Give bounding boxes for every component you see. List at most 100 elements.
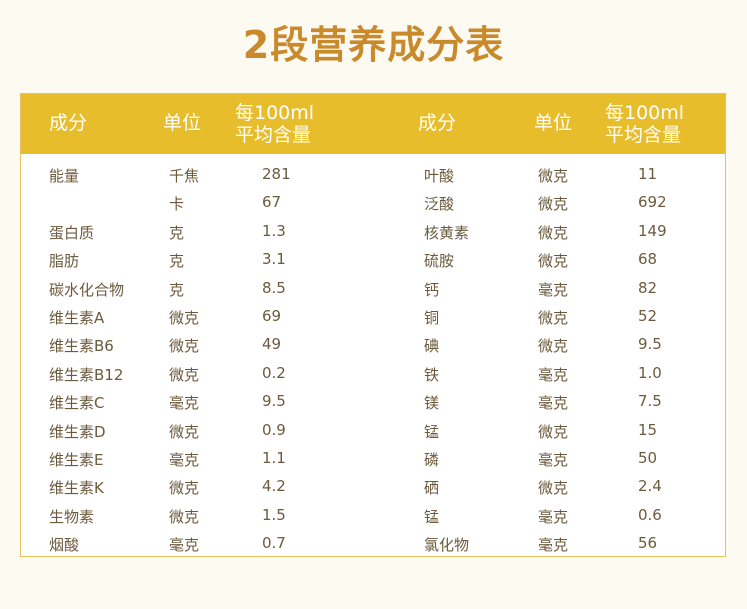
right-value: 7.5 — [638, 392, 662, 411]
right-name: 锰 — [424, 422, 440, 441]
header-ingredient-left: 成分 — [49, 112, 88, 134]
right-name: 磷 — [424, 450, 440, 469]
left-unit: 千焦 — [169, 167, 200, 185]
left-name: 维生素E — [49, 450, 104, 469]
left-value: 281 — [262, 165, 291, 183]
right-unit: 毫克 — [538, 394, 569, 413]
header-amount-right-line1: 每100ml — [605, 102, 685, 124]
left-name: 脂肪 — [49, 252, 80, 271]
right-name: 硫胺 — [424, 252, 455, 271]
header-unit-right: 单位 — [534, 112, 573, 134]
table-row: 维生素B12 微克 0.2 铁 毫克 1.0 — [21, 361, 725, 389]
table-row: 维生素C 毫克 9.5 镁 毫克 7.5 — [21, 389, 725, 417]
right-value: 692 — [638, 193, 667, 212]
bottom-decoration — [0, 596, 747, 609]
right-unit: 毫克 — [538, 365, 569, 384]
table-row: 维生素K 微克 4.2 硒 微克 2.4 — [21, 474, 725, 502]
left-name: 能量 — [49, 167, 80, 185]
right-unit: 微克 — [538, 167, 569, 185]
nutrition-table: 成分 单位 每100ml 平均含量 成分 单位 每100ml 平均含量 能量 千… — [20, 93, 726, 557]
right-unit: 微克 — [538, 195, 569, 214]
right-value: 82 — [638, 278, 658, 297]
left-unit: 克 — [169, 280, 185, 299]
right-name: 锰 — [424, 507, 440, 526]
left-unit: 克 — [169, 223, 185, 242]
table-row: 生物素 微克 1.5 锰 毫克 0.6 — [21, 503, 725, 531]
left-value: 1.1 — [262, 448, 286, 467]
right-value: 15 — [638, 420, 658, 439]
right-name: 碘 — [424, 337, 440, 356]
left-name: 维生素D — [49, 422, 106, 441]
left-unit: 克 — [169, 252, 185, 271]
left-name: 蛋白质 — [49, 223, 95, 242]
left-value: 9.5 — [262, 392, 286, 411]
right-name: 铜 — [424, 308, 440, 327]
left-name: 维生素B12 — [49, 365, 124, 384]
left-name: 维生素B6 — [49, 337, 114, 356]
right-value: 68 — [638, 250, 658, 269]
right-name: 氯化物 — [424, 536, 470, 555]
right-value: 1.0 — [638, 363, 662, 382]
right-value: 2.4 — [638, 477, 662, 496]
left-unit: 微克 — [169, 365, 200, 384]
left-unit: 微克 — [169, 308, 200, 327]
right-name: 硒 — [424, 479, 440, 498]
right-name: 镁 — [424, 394, 440, 413]
right-value: 56 — [638, 534, 658, 553]
left-name: 生物素 — [49, 507, 95, 526]
left-unit: 微克 — [169, 337, 200, 356]
left-unit: 微克 — [169, 479, 200, 498]
table-row: 维生素D 微克 0.9 锰 微克 15 — [21, 418, 725, 446]
right-value: 9.5 — [638, 335, 662, 354]
right-name: 铁 — [424, 365, 440, 384]
left-unit: 毫克 — [169, 450, 200, 469]
right-unit: 微克 — [538, 337, 569, 356]
left-value: 1.3 — [262, 221, 286, 240]
right-unit: 微克 — [538, 308, 569, 327]
left-name: 维生素K — [49, 479, 104, 498]
right-name: 核黄素 — [424, 223, 470, 242]
right-unit: 微克 — [538, 479, 569, 498]
right-value: 52 — [638, 306, 658, 325]
left-unit: 毫克 — [169, 394, 200, 413]
left-value: 1.5 — [262, 505, 286, 524]
left-value: 3.1 — [262, 250, 286, 269]
left-value: 69 — [262, 306, 282, 325]
right-unit: 微克 — [538, 223, 569, 242]
table-row: 脂肪 克 3.1 硫胺 微克 68 — [21, 247, 725, 275]
left-name: 碳水化合物 — [49, 280, 125, 299]
left-value: 0.2 — [262, 363, 286, 382]
table-row: 卡 67 泛酸 微克 692 — [21, 190, 725, 218]
left-name: 烟酸 — [49, 536, 80, 555]
header-amount-left-line2: 平均含量 — [235, 124, 312, 146]
table-row: 蛋白质 克 1.3 核黄素 微克 149 — [21, 219, 725, 247]
left-value: 4.2 — [262, 477, 286, 496]
table-row: 维生素E 毫克 1.1 磷 毫克 50 — [21, 446, 725, 474]
left-unit: 毫克 — [169, 536, 200, 555]
right-unit: 微克 — [538, 422, 569, 441]
left-name: 维生素C — [49, 394, 105, 413]
left-value: 67 — [262, 193, 282, 212]
right-value: 149 — [638, 221, 667, 240]
right-value: 11 — [638, 165, 658, 183]
right-value: 0.6 — [638, 505, 662, 524]
header-ingredient-right: 成分 — [418, 112, 457, 134]
table-row: 维生素B6 微克 49 碘 微克 9.5 — [21, 332, 725, 360]
right-name: 泛酸 — [424, 195, 455, 214]
right-unit: 毫克 — [538, 536, 569, 555]
header-unit-left: 单位 — [163, 112, 202, 134]
left-unit: 卡 — [169, 195, 185, 214]
right-name: 钙 — [424, 280, 440, 299]
table-row: 能量 千焦 281 叶酸 微克 11 — [21, 162, 725, 190]
right-name: 叶酸 — [424, 167, 455, 185]
right-value: 50 — [638, 448, 658, 467]
left-value: 8.5 — [262, 278, 286, 297]
page-title: 2段营养成分表 — [242, 23, 505, 67]
right-unit: 毫克 — [538, 280, 569, 299]
right-unit: 毫克 — [538, 450, 569, 469]
right-unit: 毫克 — [538, 507, 569, 526]
table-header: 成分 单位 每100ml 平均含量 成分 单位 每100ml 平均含量 — [21, 94, 725, 154]
left-unit: 微克 — [169, 507, 200, 526]
table-row: 碳水化合物 克 8.5 钙 毫克 82 — [21, 276, 725, 304]
header-amount-right-line2: 平均含量 — [605, 124, 682, 146]
